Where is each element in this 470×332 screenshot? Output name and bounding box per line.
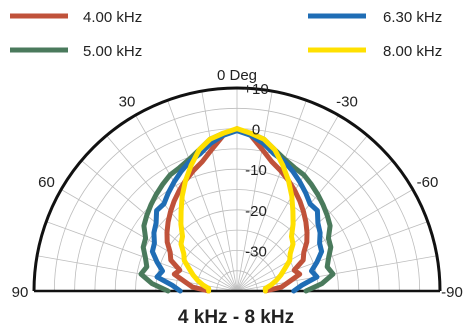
legend-label-5khz: 5.00 kHz — [83, 43, 142, 60]
angle-tick-label: -90 — [441, 284, 463, 301]
legend-label-6.3khz: 6.30 kHz — [383, 9, 442, 26]
grid-spoke — [60, 189, 238, 292]
angle-tick-label: -60 — [417, 174, 439, 191]
grid-spoke — [81, 160, 238, 292]
angle-tick-label: 0 Deg — [217, 67, 257, 84]
angle-tick-label: 60 — [38, 174, 55, 191]
radial-tick-label: -30 — [245, 243, 267, 260]
data-series — [138, 126, 336, 294]
grid-spoke — [167, 100, 238, 292]
grid-spoke — [236, 189, 414, 292]
angle-tick-label: -30 — [336, 93, 358, 110]
radial-tick-label: -20 — [245, 203, 267, 220]
legend-label-8khz: 8.00 kHz — [383, 43, 442, 60]
grid-spoke — [201, 91, 238, 292]
grid-spoke — [236, 100, 307, 292]
chart-title: 4 kHz - 8 kHz — [178, 307, 294, 328]
radial-tick-label: +10 — [243, 81, 268, 98]
grid-spoke — [236, 114, 339, 292]
angle-tick-label: 30 — [119, 93, 136, 110]
legend-label-4khz: 4.00 kHz — [83, 9, 142, 26]
outer-boundary — [32, 86, 442, 292]
grid-spoke — [236, 221, 428, 292]
grid-spoke — [236, 160, 393, 292]
radial-tick-label: -10 — [245, 162, 267, 179]
angle-tick-label: 90 — [12, 284, 29, 301]
grid-spoke — [236, 91, 273, 292]
polar-grid — [32, 86, 442, 293]
radial-tick-label: 0 — [252, 122, 260, 139]
legend: 4.00 kHz 5.00 kHz 6.30 kHz 8.00 kHz — [10, 9, 442, 60]
grid-spoke — [135, 114, 238, 292]
axis-labels: 90 60 30 0 Deg -30 -60 -90 +10 0 -10 -20 -30 — [12, 67, 463, 301]
series-line-3 — [178, 126, 296, 294]
grid-spoke — [46, 221, 238, 292]
